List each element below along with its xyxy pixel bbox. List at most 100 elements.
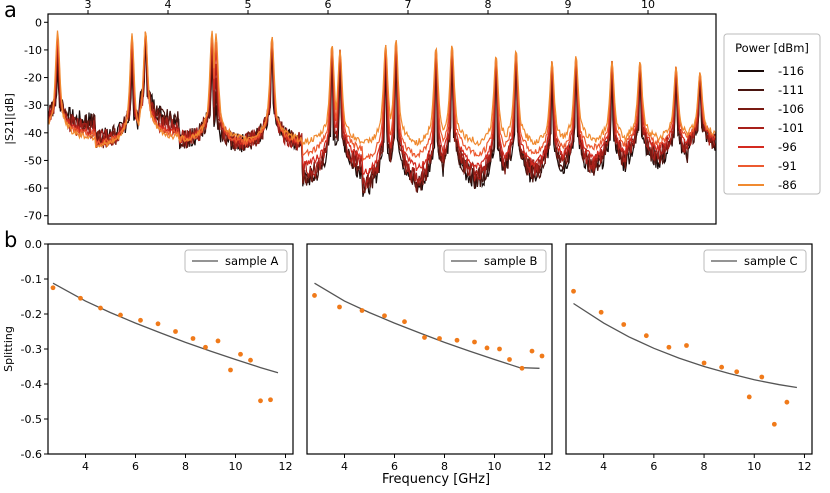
data-point (734, 369, 740, 375)
legend-box (184, 249, 288, 273)
plot-frame (565, 243, 813, 455)
x-tick-label: 3 (85, 0, 92, 11)
legend-label--91: -91 (778, 159, 797, 173)
legend-label: sample B (484, 254, 537, 268)
data-point (422, 335, 427, 340)
data-point (701, 360, 707, 366)
data-point (519, 365, 525, 371)
splitting-plot-sample-a: 4 6 8 10 12 0.0 -0.1 -0.2 -0.3 -0.4 -0.5 -0.6 Splitt… (2, 238, 294, 473)
legend-label--106: -106 (778, 102, 804, 116)
plot-frame (47, 13, 717, 225)
legend-label--101: -101 (778, 121, 804, 135)
data-point (539, 353, 545, 359)
data-point (402, 319, 407, 325)
x-tick-label: 12 (538, 460, 552, 473)
data-point (771, 421, 777, 427)
data-point (359, 308, 365, 313)
splitting-plot-sample-b: 4 6 8 10 12 sample B (306, 243, 553, 473)
data-point (173, 329, 178, 334)
data-point (784, 399, 790, 405)
x-tick-label: 12 (279, 460, 293, 473)
x-tick-label: 5 (245, 0, 252, 11)
y-tick-label: -0.2 (21, 308, 42, 321)
data-point (643, 333, 649, 339)
x-tick-label: 8 (485, 0, 492, 11)
data-point (215, 338, 221, 344)
x-tick-label: 6 (650, 460, 657, 473)
y-tick-label: -50 (24, 154, 42, 167)
x-tick-label: 10 (229, 460, 243, 473)
data-point (337, 304, 342, 310)
y-tick-label: -70 (24, 210, 42, 223)
data-point (138, 317, 143, 323)
fit-line (573, 302, 798, 389)
legend-label--86: -86 (778, 178, 797, 192)
x-tick-label: 6 (132, 460, 139, 473)
legend-label--111: -111 (778, 83, 804, 97)
y-tick-label: -0.3 (21, 343, 42, 356)
y-tick-label: -0.5 (21, 413, 42, 426)
data-point (190, 336, 196, 341)
data-point (382, 313, 387, 319)
data-point (571, 288, 576, 294)
data-point (529, 348, 535, 354)
data-point (759, 374, 765, 380)
series-line--86 (48, 30, 716, 149)
legend-label: sample C (744, 254, 798, 268)
data-point (258, 398, 263, 404)
y-tick-label: -0.6 (21, 448, 42, 461)
legend-label: sample A (225, 254, 278, 268)
x-axis-label: Frequency [GHz] (382, 472, 490, 487)
legend-box (443, 249, 547, 273)
y-axis-label: |S21|[dB] (3, 93, 16, 145)
x-tick-label: 8 (182, 460, 189, 473)
plot-frame (47, 243, 294, 455)
data-point (472, 339, 477, 345)
data-point (248, 357, 253, 363)
panel-label-b: b (4, 228, 17, 252)
x-tick-label: 6 (391, 460, 398, 473)
x-tick-label: 4 (165, 0, 172, 11)
data-point (238, 351, 243, 357)
data-point (507, 357, 512, 362)
spectrum-plot: 3 4 5 6 7 8 9 10 0 -10 -20 -30 -40 -50 -60 -70 |S21|[dB] (3, 0, 717, 225)
x-tick-label: 10 (747, 460, 761, 473)
fit-line (52, 282, 279, 374)
x-tick-label: 4 (82, 460, 89, 473)
legend-label--116: -116 (778, 64, 804, 78)
data-point (78, 295, 83, 301)
x-tick-label: 4 (600, 460, 607, 473)
data-point (598, 309, 604, 315)
y-tick-label: -20 (24, 72, 42, 85)
x-tick-label: 8 (441, 460, 448, 473)
x-tick-label: 10 (488, 460, 502, 473)
y-axis-label: Splitting (2, 326, 15, 372)
legend-label--96: -96 (778, 140, 797, 154)
data-point (98, 305, 103, 311)
data-point (719, 364, 725, 370)
x-tick-label: 8 (701, 460, 708, 473)
x-tick-label: 4 (341, 460, 348, 473)
x-tick-label: 9 (565, 0, 572, 11)
data-point (684, 343, 689, 348)
data-point (228, 367, 233, 373)
panel-label-a: a (4, 0, 17, 22)
y-tick-label: -60 (24, 182, 42, 195)
power-legend: Power [dBm] -116 -111 -106 -101 -96 -91 -86 (723, 33, 821, 195)
data-point (268, 397, 273, 403)
data-point (497, 346, 502, 352)
splitting-plot-sample-c: 4 6 8 10 12 sample C (565, 243, 813, 473)
x-tick-label: 6 (325, 0, 332, 11)
y-tick-label: -0.1 (21, 273, 42, 286)
plot-frame (306, 243, 553, 455)
y-tick-label: -10 (24, 44, 42, 57)
data-point (621, 322, 627, 327)
y-tick-label: 0.0 (25, 238, 43, 251)
data-point (155, 321, 161, 327)
series-line--96 (48, 31, 716, 176)
data-point (312, 293, 317, 298)
x-tick-label: 12 (797, 460, 811, 473)
y-tick-label: 0 (35, 16, 42, 29)
data-point (484, 345, 490, 351)
